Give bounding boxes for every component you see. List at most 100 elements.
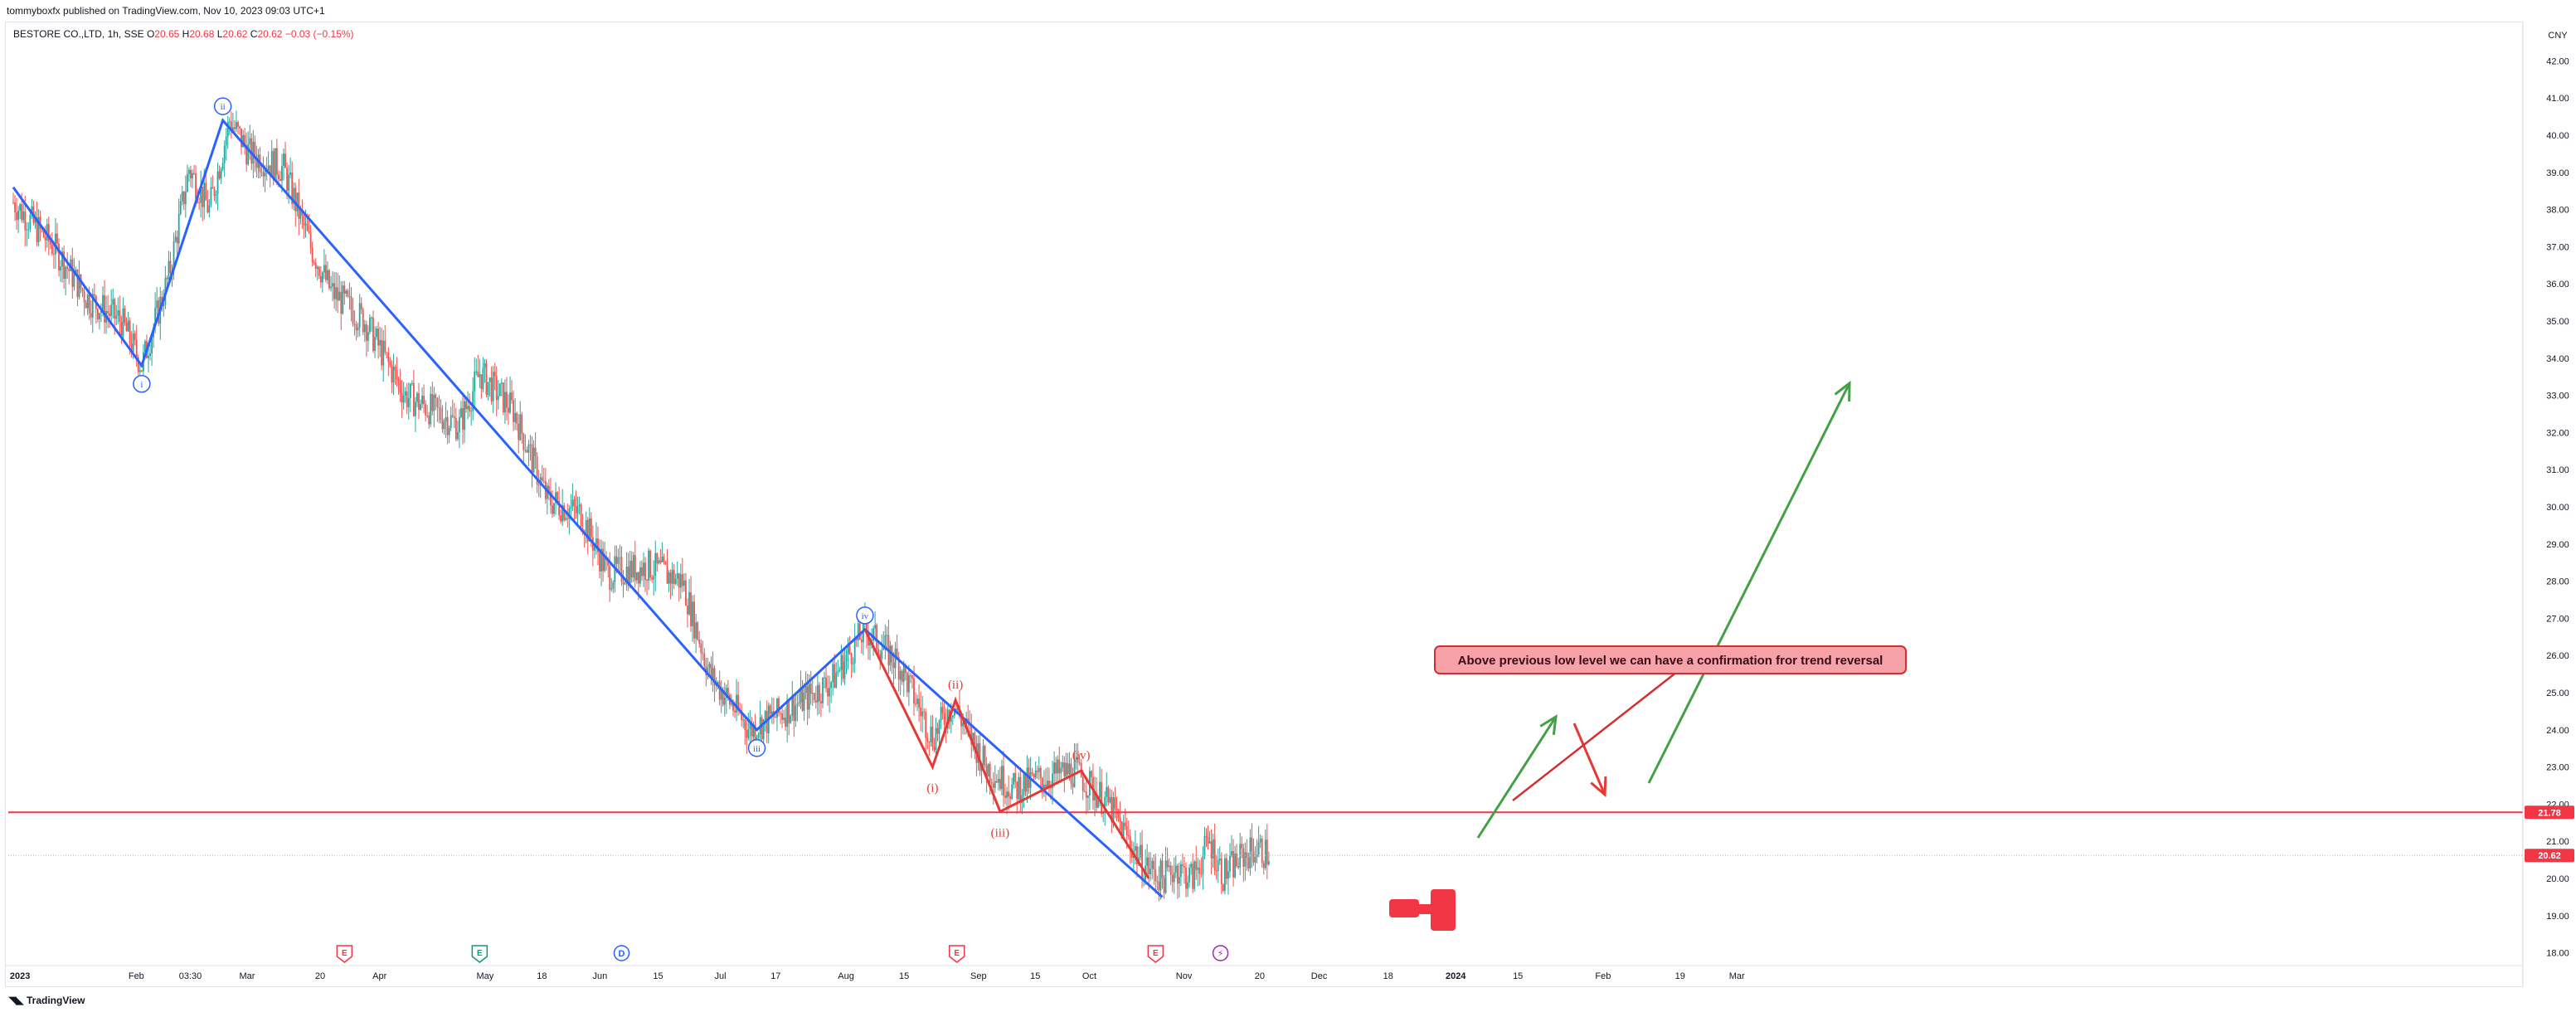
candle-body <box>289 172 292 175</box>
candle-body <box>1036 770 1038 772</box>
candle-body <box>825 677 827 689</box>
candle-body <box>1154 869 1157 882</box>
candle-body <box>255 158 258 168</box>
candle-body <box>795 705 797 721</box>
candle-body <box>16 212 17 221</box>
candle-body <box>17 210 20 221</box>
tradingview-brand[interactable]: ◥◣ TradingView <box>8 994 85 1007</box>
candle-body <box>1156 881 1159 883</box>
candle-body <box>63 251 66 280</box>
time-axis: 2023 Feb 03:30 Mar 20 Apr May 18 Jun 15 Jul 17 Aug 15… <box>5 965 2523 981</box>
candle-body <box>916 698 918 704</box>
candle-body <box>60 266 61 270</box>
candle-body <box>610 588 613 590</box>
price-tick-label: 32.00 <box>2546 428 2569 438</box>
candle-body <box>286 168 288 191</box>
green-arrow-long <box>1647 382 1851 784</box>
candle-body <box>786 699 789 727</box>
candle-body <box>837 671 839 673</box>
candle-body <box>1075 757 1077 760</box>
candle-body <box>801 687 804 711</box>
price-tick-label: 40.00 <box>2546 131 2569 141</box>
price-tick-label: 19.00 <box>2546 912 2569 922</box>
candle-body <box>382 340 385 366</box>
candle-body <box>576 506 579 513</box>
price-tick-label: 38.00 <box>2546 206 2569 216</box>
candle-body <box>421 396 423 405</box>
candle-body <box>104 294 105 323</box>
candle-body <box>132 333 134 353</box>
candle-body <box>1220 858 1222 885</box>
candle-body <box>192 173 193 179</box>
candle-body <box>962 723 964 727</box>
candle-body <box>504 392 506 413</box>
candle-body <box>53 253 55 255</box>
time-tick-label: Apr <box>372 971 386 981</box>
candle-body <box>36 217 38 242</box>
candle-body <box>793 697 795 721</box>
low-value: 20.62 <box>222 28 248 40</box>
green-arrow-long-head <box>1834 380 1851 402</box>
candle-body <box>923 711 926 713</box>
candle-body <box>19 204 22 211</box>
candle-body <box>553 503 555 514</box>
candle-body <box>509 392 511 413</box>
candle-body <box>81 288 84 292</box>
last-price-label: 20.62 <box>2538 851 2561 861</box>
candle-body <box>1117 809 1120 819</box>
candle-body <box>1031 772 1033 774</box>
candle-body <box>411 382 413 384</box>
candle-body <box>130 343 133 353</box>
candle-body <box>376 328 377 338</box>
tradingview-logo-icon: ◥◣ <box>8 994 24 1006</box>
candle-body <box>412 382 415 416</box>
candle-body <box>1008 791 1009 797</box>
candle-body <box>198 202 201 203</box>
candle-body <box>202 187 204 207</box>
candle-body <box>166 277 168 280</box>
candle-body <box>654 552 657 577</box>
candle-body <box>879 654 882 659</box>
candle-body <box>1052 773 1053 789</box>
candle-body <box>881 650 883 659</box>
candle-body <box>661 556 663 563</box>
candle-body <box>892 662 895 669</box>
candle-body <box>630 561 633 578</box>
candle-body <box>119 310 121 322</box>
candle-body <box>585 519 587 535</box>
candle-body <box>634 555 636 581</box>
symbol-name: BESTORE CO.,LTD, 1h, SSE <box>13 28 144 40</box>
candle-body <box>722 689 724 705</box>
candle-body <box>744 719 746 731</box>
brand-name: TradingView <box>27 995 85 1006</box>
candle-body <box>76 269 79 298</box>
candle-body <box>179 201 182 215</box>
candle-body <box>913 678 915 704</box>
candle-body <box>790 715 792 723</box>
candle-body <box>464 401 465 431</box>
candle-body <box>472 391 474 411</box>
time-tick-label: May <box>476 971 493 981</box>
candle-body <box>420 404 421 411</box>
candle-body <box>688 592 690 615</box>
candle-body <box>565 518 567 520</box>
candle-body <box>291 172 294 204</box>
candle-body <box>809 684 812 694</box>
candle-body <box>824 677 825 679</box>
candle-body <box>115 315 118 319</box>
candle-body <box>309 231 312 248</box>
candle-body <box>658 560 660 564</box>
candle-body <box>951 715 954 718</box>
red-wave-label: (iii) <box>991 826 1010 839</box>
candle-body <box>190 169 192 179</box>
candle-body <box>835 672 838 689</box>
candle-body <box>727 688 729 695</box>
candle-body <box>404 391 406 396</box>
candle-body <box>1212 839 1214 859</box>
candle-body <box>624 583 626 585</box>
candle-body <box>737 694 739 711</box>
candle-body <box>244 134 246 146</box>
time-tick-label: Jun <box>593 971 608 981</box>
candle-body <box>294 187 297 212</box>
